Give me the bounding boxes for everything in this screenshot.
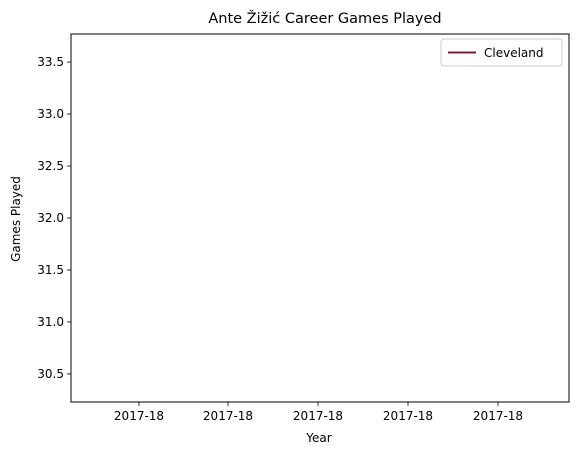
y-tick-label: 32.5 bbox=[37, 159, 64, 173]
x-tick-label: 2017-18 bbox=[203, 409, 253, 423]
legend-box bbox=[440, 38, 563, 67]
y-tick-label: 31.0 bbox=[37, 315, 64, 329]
y-tick-label: 32.0 bbox=[37, 211, 64, 225]
y-tick-label: 33.0 bbox=[37, 107, 64, 121]
chart-title: Ante Žižić Career Games Played bbox=[208, 9, 441, 27]
x-tick-label: 2017-18 bbox=[383, 409, 433, 423]
y-tick-label: 30.5 bbox=[37, 367, 64, 381]
legend: Cleveland bbox=[440, 38, 563, 67]
y-tick-label: 31.5 bbox=[37, 263, 64, 277]
y-axis-ticks: 30.5 31.0 31.5 32.0 32.5 33.0 33.5 bbox=[37, 55, 71, 381]
y-tick-label: 33.5 bbox=[37, 55, 64, 69]
x-tick-label: 2017-18 bbox=[473, 409, 523, 423]
x-axis-label: Year bbox=[305, 431, 331, 445]
x-tick-label: 2017-18 bbox=[114, 409, 164, 423]
x-tick-label: 2017-18 bbox=[293, 409, 343, 423]
x-axis-ticks: 2017-18 2017-18 2017-18 2017-18 2017-18 bbox=[114, 402, 523, 423]
y-axis-label: Games Played bbox=[9, 176, 23, 262]
legend-label-cleveland: Cleveland bbox=[484, 46, 544, 60]
